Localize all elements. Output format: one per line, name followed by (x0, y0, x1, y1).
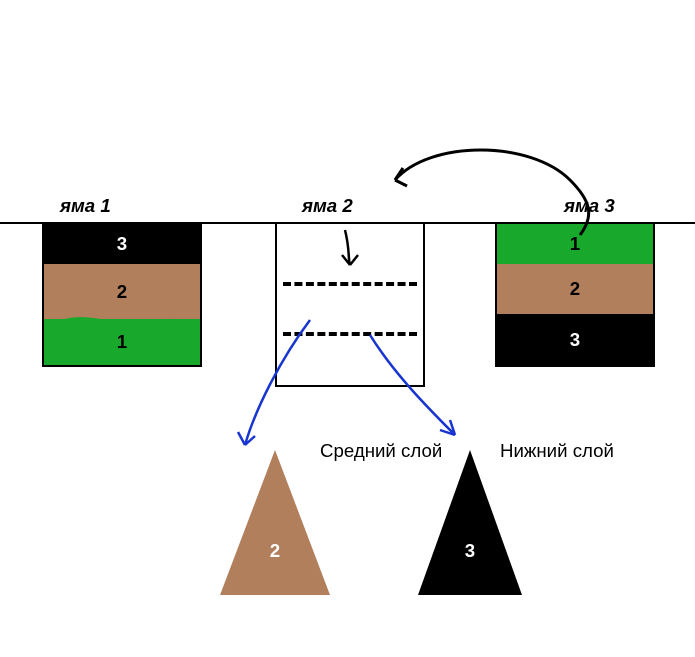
pit2 (275, 222, 425, 387)
pit3-layer-3: 3 (497, 314, 653, 365)
pit3-label: яма 3 (564, 195, 615, 217)
pit3-layer-2: 2 (497, 264, 653, 314)
pit2-dashed-2 (283, 332, 417, 336)
pit3-layer-1: 1 (497, 224, 653, 264)
pit1-label: яма 1 (60, 195, 111, 217)
pit1-layer-1: 1 (44, 319, 200, 365)
pit1-layer-3-num: 3 (117, 233, 127, 255)
pit3-layer-3-num: 3 (570, 329, 580, 351)
middle-triangle-num: 2 (260, 540, 290, 562)
pit1-layer-1-num: 1 (117, 331, 127, 353)
pit1-layer-2-num: 2 (117, 281, 127, 303)
pit2-label: яма 2 (302, 195, 353, 217)
pit2-dashed-1 (283, 282, 417, 286)
lower-layer-triangle: 3 (418, 450, 522, 595)
middle-triangle-shape (220, 450, 330, 595)
pit3: 1 2 3 (495, 222, 655, 367)
lower-triangle-shape (418, 450, 522, 595)
middle-layer-triangle: 2 (220, 450, 330, 595)
diagram-stage: { "canvas": { "width": 695, "height": 65… (0, 0, 695, 657)
pit1: 3 2 1 (42, 222, 202, 367)
pit1-layer-3: 3 (44, 224, 200, 264)
lower-triangle-num: 3 (455, 540, 485, 562)
pit3-layer-1-num: 1 (570, 233, 580, 255)
pit1-layer-2: 2 (44, 264, 200, 319)
pit3-layer-2-num: 2 (570, 278, 580, 300)
